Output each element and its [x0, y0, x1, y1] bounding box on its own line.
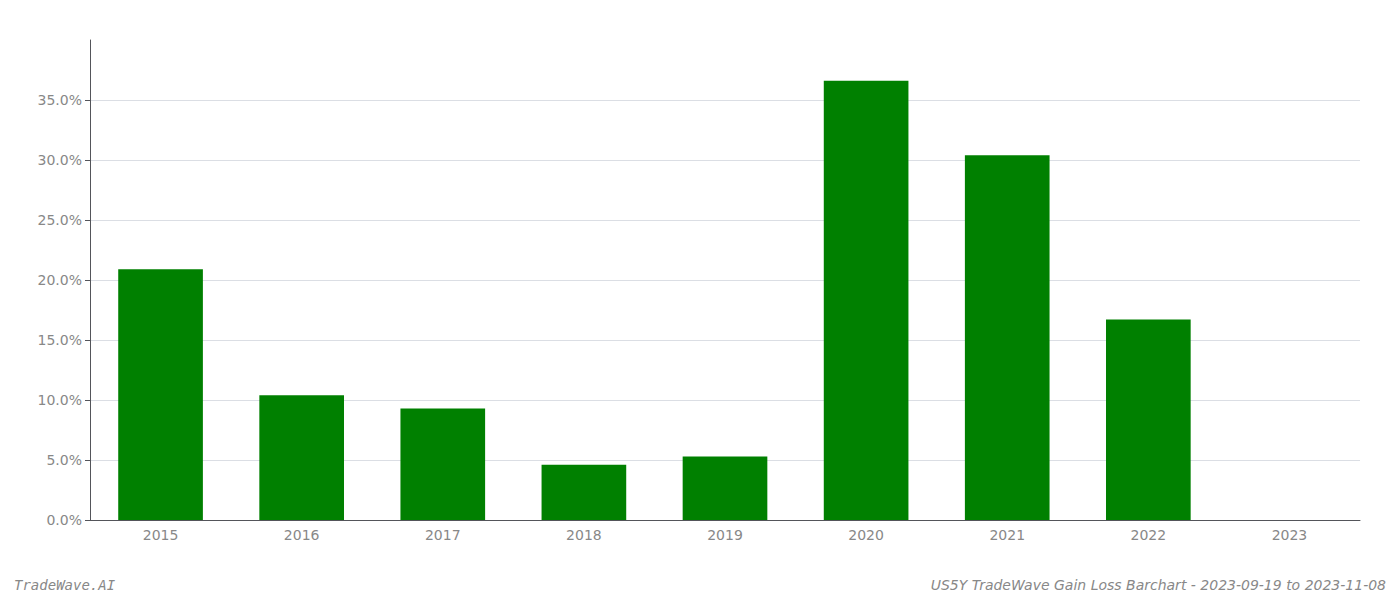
- svg-text:35.0%: 35.0%: [38, 92, 82, 108]
- svg-text:2022: 2022: [1131, 527, 1167, 543]
- svg-text:20.0%: 20.0%: [38, 272, 82, 288]
- svg-text:2018: 2018: [566, 527, 602, 543]
- svg-text:2016: 2016: [284, 527, 320, 543]
- svg-text:15.0%: 15.0%: [38, 332, 82, 348]
- svg-text:US5Y TradeWave Gain Loss Barch: US5Y TradeWave Gain Loss Barchart - 2023…: [931, 577, 1386, 593]
- svg-text:2015: 2015: [143, 527, 179, 543]
- svg-text:2020: 2020: [848, 527, 884, 543]
- svg-text:25.0%: 25.0%: [38, 212, 82, 228]
- svg-text:2023: 2023: [1272, 527, 1308, 543]
- svg-text:10.0%: 10.0%: [38, 392, 82, 408]
- svg-text:TradeWave.AI: TradeWave.AI: [14, 577, 116, 593]
- svg-text:2019: 2019: [707, 527, 743, 543]
- svg-text:5.0%: 5.0%: [46, 452, 82, 468]
- svg-text:2021: 2021: [989, 527, 1025, 543]
- svg-text:2017: 2017: [425, 527, 461, 543]
- svg-text:0.0%: 0.0%: [46, 512, 82, 528]
- svg-text:30.0%: 30.0%: [38, 152, 82, 168]
